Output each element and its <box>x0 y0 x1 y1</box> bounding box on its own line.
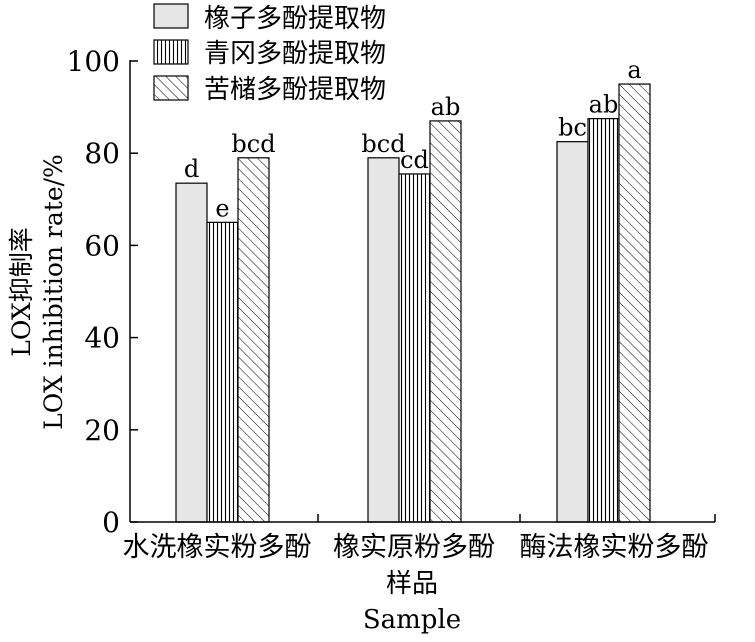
bar-s2-c2 <box>398 173 431 523</box>
bar-s1-c3 <box>556 141 589 523</box>
bar-s1-c1 <box>175 182 208 523</box>
sig-label-s3-c2: ab <box>431 93 461 121</box>
y-tick-label-20: 20 <box>84 414 120 447</box>
category-label-1: 水洗橡实粉多酚 <box>123 532 312 563</box>
y-tick-label-60: 60 <box>84 229 120 262</box>
y-ticks: 0 20 40 60 80 100 <box>67 45 138 539</box>
sig-label-s2-c3: ab <box>589 91 619 119</box>
y-tick-label-80: 80 <box>84 137 120 170</box>
x-axis-label-cn: 样品 <box>386 569 438 599</box>
y-tick-label-0: 0 <box>102 506 120 539</box>
bar-s3-c3 <box>618 83 651 523</box>
bar-s3-c1 <box>237 157 270 523</box>
x-ticks <box>317 514 716 522</box>
legend-swatch-3 <box>153 75 189 101</box>
bars-layer <box>175 83 651 523</box>
bar-s2-c3 <box>587 118 620 523</box>
legend: 橡子多酚提取物 青冈多酚提取物 苦槠多酚提取物 <box>153 3 386 105</box>
category-label-2: 橡实原粉多酚 <box>333 532 495 563</box>
bar-s3-c2 <box>429 120 462 523</box>
sig-label-s1-c2: bcd <box>361 130 405 158</box>
sig-label-s2-c1: e <box>215 194 229 222</box>
y-axis-label-cn: LOX抑制率 <box>7 227 36 356</box>
legend-label-1: 橡子多酚提取物 <box>204 4 386 34</box>
sig-label-s3-c3: a <box>627 56 641 84</box>
y-axis-label-en: LOX inhibition rate/% <box>39 154 68 430</box>
sig-label-s3-c1: bcd <box>231 130 275 158</box>
sig-label-s1-c1: d <box>184 155 199 183</box>
y-axis: 0 20 40 60 80 100 <box>67 45 138 539</box>
bar-s1-c2 <box>367 157 400 523</box>
category-label-3: 酶法橡实粉多酚 <box>520 532 709 563</box>
bar-s2-c1 <box>206 221 239 523</box>
y-tick-label-40: 40 <box>84 322 120 355</box>
legend-label-2: 青冈多酚提取物 <box>204 39 386 69</box>
sig-label-s1-c3: bc <box>558 114 587 142</box>
legend-swatch-2 <box>153 39 189 65</box>
legend-label-3: 苦槠多酚提取物 <box>204 75 386 105</box>
x-axis <box>130 514 716 523</box>
legend-swatch-1 <box>153 3 189 29</box>
y-tick-label-100: 100 <box>67 45 120 78</box>
x-axis-label-en: Sample <box>363 605 461 635</box>
sig-label-s2-c2: cd <box>400 146 429 174</box>
